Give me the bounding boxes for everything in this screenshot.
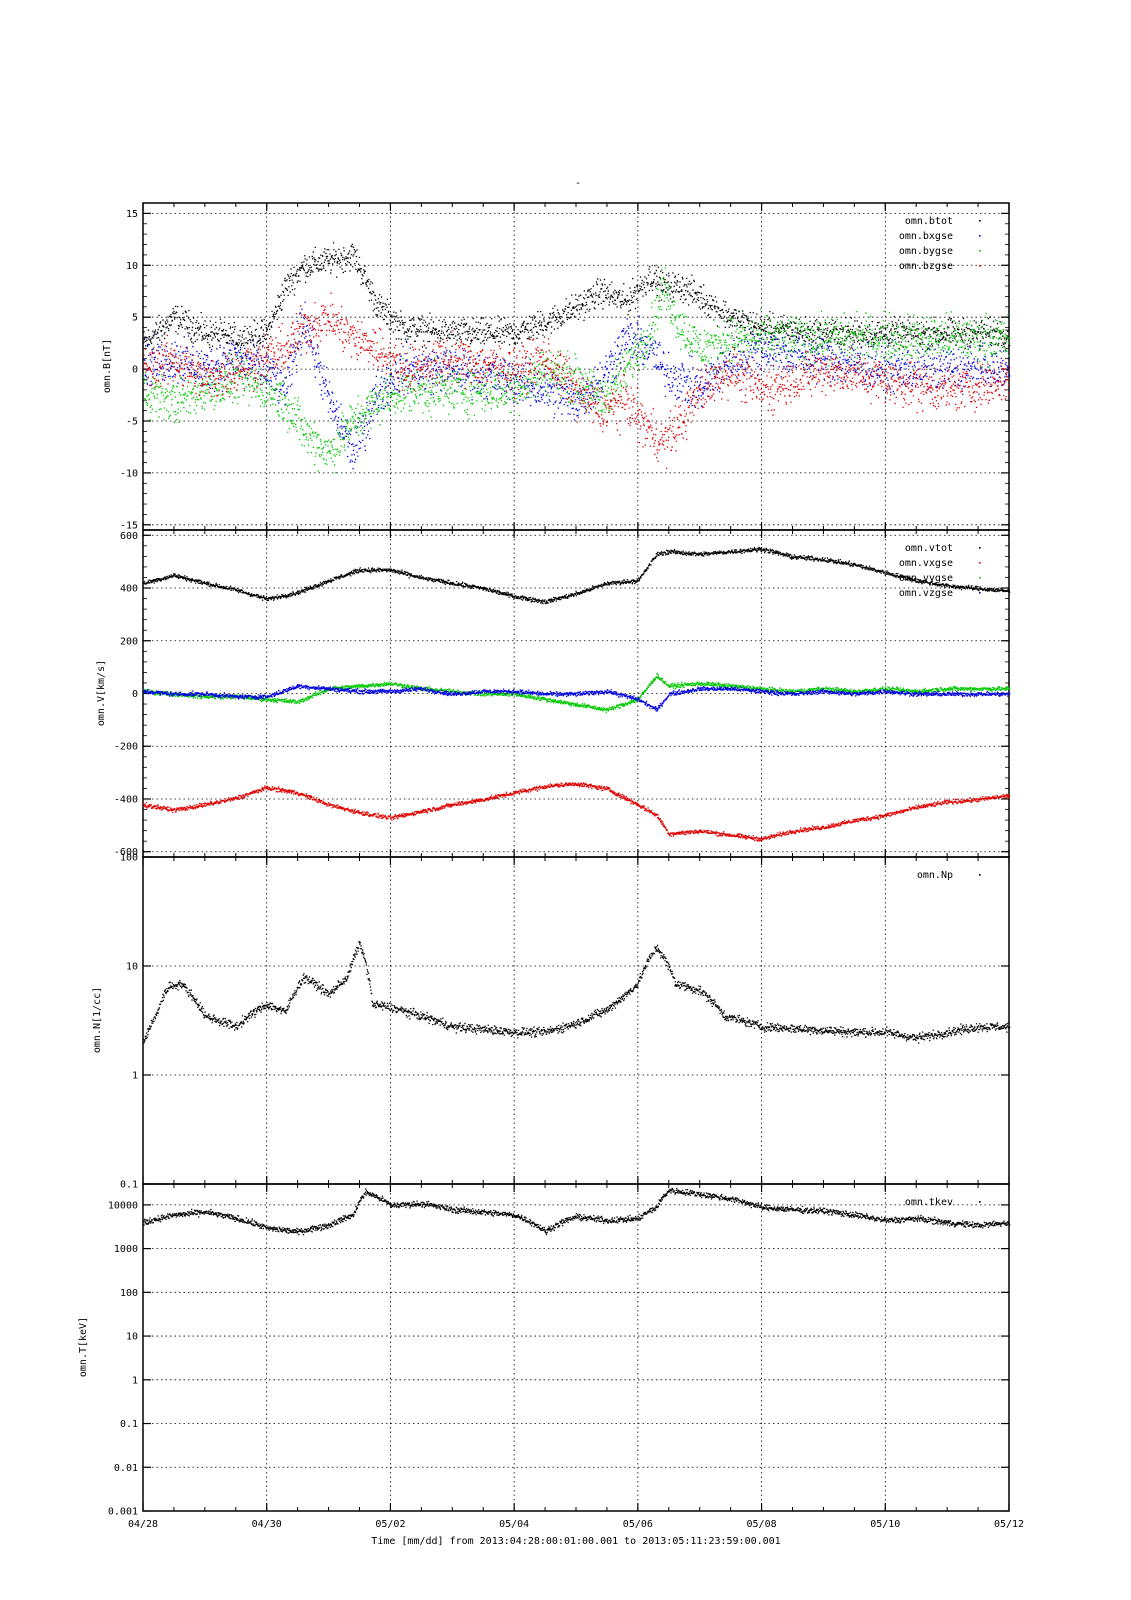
legend-label: omn.bxgse bbox=[899, 231, 953, 242]
y-tick-label: 10 bbox=[126, 1332, 138, 1343]
legend-marker bbox=[979, 250, 981, 252]
y-tick-label: 1000 bbox=[114, 1244, 138, 1255]
y-tick-label: 15 bbox=[126, 209, 138, 220]
y-axis-label: omn.T[keV] bbox=[78, 1317, 89, 1377]
plot-frame bbox=[142, 1183, 1010, 1512]
y-tick-labels: 100 10 1 0.1 bbox=[120, 853, 138, 1191]
y-tick-label: 5 bbox=[132, 313, 138, 324]
y-tick-label: 400 bbox=[120, 584, 138, 595]
legend-marker bbox=[979, 265, 981, 267]
y-axis-label: omn.B[nT] bbox=[102, 339, 113, 393]
axis-ticks bbox=[142, 202, 1010, 530]
legend: omn.vtot omn.vxgse omn.vygse omn.vzgse bbox=[899, 543, 981, 599]
legend-marker bbox=[979, 592, 981, 594]
grid-lines bbox=[143, 203, 1009, 530]
x-tick-label: 05/06 bbox=[623, 1519, 653, 1530]
legend-label: omn.vxgse bbox=[899, 558, 953, 569]
data-points bbox=[143, 941, 1011, 1044]
y-tick-label: 200 bbox=[120, 636, 138, 647]
y-tick-labels: 10000 1000 100 10 1 0.1 0.01 0.001 bbox=[108, 1200, 138, 1517]
legend-label: omn.vtot bbox=[905, 543, 953, 554]
series-points-omn-bygse bbox=[143, 267, 1011, 474]
legend: omn.Np bbox=[917, 870, 981, 881]
y-tick-label: 0.1 bbox=[120, 1419, 138, 1430]
y-tick-label: -200 bbox=[114, 742, 138, 753]
y-tick-label: -15 bbox=[120, 520, 138, 531]
y-tick-label: 600 bbox=[120, 531, 138, 542]
y-tick-label: 0.001 bbox=[108, 1507, 138, 1518]
series-points-omn-bzgse bbox=[143, 292, 1011, 469]
grid-lines bbox=[143, 530, 1009, 857]
panel-temperature: 10000 1000 100 10 1 0.1 0.01 0.001 omn.T[keV] o… bbox=[78, 1183, 1011, 1518]
x-tick-labels: 04/28 04/30 05/02 05/04 05/06 05/08 05/10 05/12 bbox=[128, 1519, 1024, 1530]
legend: omn.btot omn.bxgse omn.bygse omn.bzgse bbox=[899, 216, 981, 272]
y-tick-label: 1 bbox=[132, 1375, 138, 1386]
y-tick-label: 10 bbox=[126, 261, 138, 272]
y-tick-label: -400 bbox=[114, 794, 138, 805]
legend-marker bbox=[979, 220, 981, 222]
data-points bbox=[143, 1187, 1011, 1236]
legend-marker bbox=[979, 874, 981, 876]
y-tick-label: 0.1 bbox=[120, 1180, 138, 1191]
axis-ticks bbox=[142, 1184, 1010, 1512]
legend-label: omn.bygse bbox=[899, 246, 953, 257]
y-tick-labels: 600 400 200 0 -200 -400 -600 bbox=[114, 531, 138, 858]
legend-marker bbox=[979, 562, 981, 564]
y-tick-label: 10000 bbox=[108, 1200, 138, 1211]
plot-frame bbox=[142, 856, 1010, 1185]
axis-ticks bbox=[142, 856, 1010, 1185]
legend-label: omn.bzgse bbox=[899, 261, 953, 272]
legend-label: omn.vzgse bbox=[899, 588, 953, 599]
legend-label: omn.Np bbox=[917, 870, 953, 881]
chart-title: - bbox=[575, 178, 581, 189]
series-points-omn-vzgse bbox=[143, 684, 1011, 712]
x-tick-label: 05/10 bbox=[870, 1519, 900, 1530]
y-tick-label: 100 bbox=[120, 1288, 138, 1299]
y-tick-label: 100 bbox=[120, 853, 138, 864]
legend: omn.tkev bbox=[905, 1197, 981, 1208]
panel-density: 100 10 1 0.1 omn.N[1/cc] omn.Np bbox=[92, 853, 1011, 1191]
panel-magnetic-field: 15 10 5 0 -5 -10 -15 omn.B[nT] omn.btot omn.bxg… bbox=[102, 202, 1011, 531]
x-tick-label: 05/08 bbox=[747, 1519, 777, 1530]
series-points-omn-vygse bbox=[143, 672, 1011, 713]
y-axis-label: omn.N[1/cc] bbox=[92, 987, 103, 1053]
y-tick-label: -600 bbox=[114, 847, 138, 858]
x-tick-label: 04/30 bbox=[252, 1519, 282, 1530]
x-tick-label: 05/04 bbox=[499, 1519, 529, 1530]
y-tick-label: 1 bbox=[132, 1071, 138, 1082]
y-tick-label: 0 bbox=[132, 689, 138, 700]
y-tick-label: 0.01 bbox=[114, 1463, 138, 1474]
y-tick-label: 0 bbox=[132, 365, 138, 376]
legend-marker bbox=[979, 547, 981, 549]
y-axis-label: omn.V[km/s] bbox=[96, 660, 107, 726]
plot-frame bbox=[142, 202, 1010, 531]
x-tick-label: 05/12 bbox=[994, 1519, 1024, 1530]
series-points-omn-Np bbox=[143, 941, 1011, 1044]
legend-marker bbox=[979, 235, 981, 237]
series-points-omn-tkev bbox=[143, 1187, 1011, 1236]
y-tick-label: 10 bbox=[126, 962, 138, 973]
panel-velocity: 600 400 200 0 -200 -400 -600 omn.V[km/s] omn.v… bbox=[96, 529, 1011, 858]
y-tick-label: -5 bbox=[126, 417, 138, 428]
x-axis-label: Time [mm/dd] from 2013:04:28:00:01:00.00… bbox=[371, 1536, 780, 1547]
x-tick-label: 04/28 bbox=[128, 1519, 158, 1530]
grid-lines bbox=[143, 1184, 1009, 1511]
x-tick-label: 05/02 bbox=[375, 1519, 405, 1530]
legend-label: omn.tkev bbox=[905, 1197, 953, 1208]
data-points bbox=[143, 546, 1011, 842]
series-points-omn-btot bbox=[143, 242, 1011, 358]
series-points-omn-vxgse bbox=[143, 782, 1011, 842]
legend-label: omn.vygse bbox=[899, 573, 953, 584]
legend-marker bbox=[979, 577, 981, 579]
series-points-omn-vtot bbox=[143, 546, 1011, 605]
legend-marker bbox=[979, 1201, 981, 1203]
data-points bbox=[143, 242, 1011, 474]
legend-label: omn.btot bbox=[905, 216, 953, 227]
y-tick-labels: 15 10 5 0 -5 -10 -15 bbox=[120, 209, 138, 531]
y-tick-label: -10 bbox=[120, 468, 138, 479]
grid-lines bbox=[143, 857, 1009, 1184]
